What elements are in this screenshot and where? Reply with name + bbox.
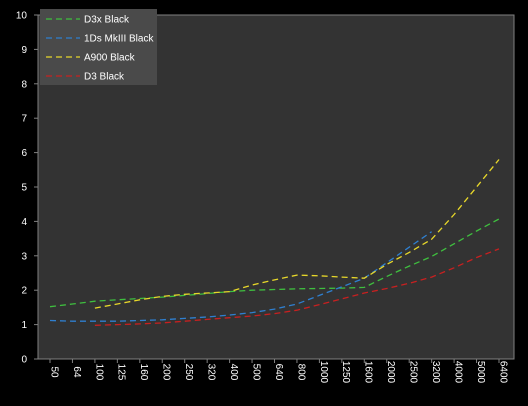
y-tick-label: 1 — [21, 320, 27, 331]
y-tick-label: 4 — [21, 217, 27, 228]
legend-label: D3 Black — [84, 72, 125, 83]
y-tick-label: 3 — [21, 251, 27, 262]
x-tick-label: 1600 — [363, 361, 374, 384]
series-line-d3x-black — [49, 218, 500, 308]
x-axis-ticks: 50 64 100 125 160 200 250 320 400 500 640 800 1000 12… — [48, 359, 508, 384]
y-axis-ticks: 0 1 2 3 4 5 6 7 8 9 10 — [16, 11, 38, 366]
x-tick-label: 1250 — [340, 361, 351, 384]
x-tick-label: 500 — [250, 364, 261, 381]
y-tick-label: 5 — [21, 183, 27, 194]
x-tick-label: 160 — [138, 364, 149, 381]
x-tick-label: 320 — [206, 364, 217, 381]
y-tick-label: 6 — [21, 148, 27, 159]
y-tick-label: 8 — [21, 79, 27, 90]
y-tick-label: 7 — [21, 114, 27, 125]
x-tick-label: 1000 — [318, 361, 329, 384]
x-tick-label: 2000 — [385, 361, 396, 384]
series-line-a900-black — [94, 159, 500, 309]
x-tick-label: 200 — [161, 364, 172, 381]
legend-label: D3x Black — [84, 15, 130, 26]
x-tick-label: 800 — [295, 364, 306, 381]
legend-label: A900 Black — [84, 53, 136, 64]
x-tick-label: 125 — [116, 364, 127, 381]
x-tick-label: 50 — [48, 366, 59, 378]
series-lines — [49, 159, 500, 326]
x-tick-label: 6400 — [497, 361, 508, 384]
x-tick-label: 640 — [273, 364, 284, 381]
y-tick-label: 10 — [16, 11, 28, 22]
legend-label: 1Ds MkIII Black — [84, 34, 154, 45]
x-tick-label: 400 — [228, 364, 239, 381]
series-line-1ds-mkiii-black — [49, 231, 432, 322]
x-tick-label: 64 — [71, 366, 82, 378]
x-tick-label: 5000 — [475, 361, 486, 384]
x-tick-label: 3200 — [430, 361, 441, 384]
x-tick-label: 4000 — [452, 361, 463, 384]
x-tick-label: 100 — [93, 364, 104, 381]
series-line-d3-black — [94, 248, 500, 326]
legend-items: D3x Black 1Ds MkIII Black A900 Black D3 Bla… — [46, 15, 154, 83]
x-tick-label: 2500 — [408, 361, 419, 384]
y-tick-label: 0 — [21, 355, 27, 366]
legend-box — [40, 9, 157, 85]
legend: D3x Black 1Ds MkIII Black A900 Black D3 Bla… — [40, 9, 157, 85]
x-tick-label: 250 — [183, 364, 194, 381]
y-tick-label: 2 — [21, 286, 27, 297]
y-tick-label: 9 — [21, 45, 27, 56]
